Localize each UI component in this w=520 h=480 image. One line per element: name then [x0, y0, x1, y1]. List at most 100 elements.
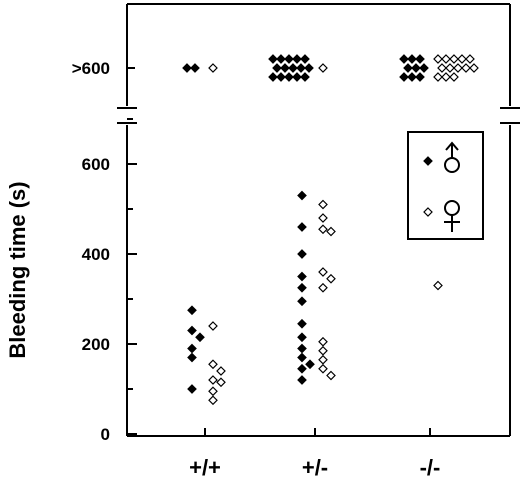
legend	[407, 131, 484, 240]
male-over-600-point-mm	[403, 63, 413, 73]
male-point-pp	[187, 384, 197, 394]
female-point-pp	[208, 375, 218, 385]
female-point-pm	[318, 345, 328, 356]
female-point-pm	[318, 267, 328, 277]
male-over-600-point-mm	[415, 54, 425, 64]
male-over-600-point-mm	[411, 63, 421, 73]
male-over-600-point-mm	[399, 72, 409, 82]
female-over-600-point-mm	[445, 63, 455, 73]
male-point-pm	[297, 332, 307, 343]
over-600-label: >600	[72, 59, 110, 78]
female-point-mm	[433, 280, 443, 291]
female-point-pm	[318, 336, 328, 347]
female-point-pm	[318, 213, 328, 223]
y-tick-label: 400	[82, 245, 110, 264]
female-over-600-point-mm	[441, 72, 451, 82]
data-points	[187, 190, 443, 406]
male-over-600-point-pp	[182, 63, 192, 73]
male-point-pm	[297, 271, 307, 282]
x-tick-label-pm: +/-	[302, 455, 328, 480]
legend-female-marker	[423, 207, 433, 217]
male-point-pp	[187, 325, 197, 336]
female-point-pp	[216, 366, 226, 376]
male-point-pm	[297, 190, 307, 201]
male-point-pp	[195, 332, 205, 343]
female-point-pp	[208, 321, 218, 331]
male-point-pm	[297, 343, 307, 354]
female-point-pp	[208, 359, 218, 370]
male-over-600-point-pm	[272, 63, 282, 73]
male-point-pm	[305, 359, 315, 370]
male-over-600-point-pm	[296, 63, 306, 73]
y-tick-label: 600	[82, 155, 110, 174]
female-over-600-point-pm	[318, 63, 328, 73]
female-point-pp	[208, 395, 218, 406]
female-point-pm	[318, 354, 328, 365]
male-over-600-point-pm	[304, 63, 314, 73]
over-600-points	[182, 54, 479, 82]
male-point-pm	[297, 375, 307, 385]
male-point-pm	[297, 363, 307, 374]
female-over-600-point-mm	[433, 54, 443, 64]
male-over-600-point-pm	[292, 54, 302, 64]
y-ticks: 0 200 400 600	[82, 118, 137, 444]
male-point-pm	[297, 352, 307, 363]
male-over-600-point-pm	[284, 72, 294, 82]
axes: >600 Bleeding time (s)	[5, 3, 520, 437]
female-over-600-point-mm	[433, 72, 443, 82]
x-ticks: +/+ +/- -/-	[189, 428, 440, 480]
y-axis-label: Bleeding time (s)	[5, 181, 30, 358]
female-symbol-icon	[444, 200, 460, 232]
male-over-600-point-pm	[276, 54, 286, 64]
female-over-600-point-mm	[437, 63, 447, 73]
male-point-pp	[187, 343, 197, 354]
male-point-pm	[297, 282, 307, 293]
male-point-pm	[297, 249, 307, 259]
female-point-pm	[318, 282, 328, 293]
male-over-600-point-pm	[292, 72, 302, 82]
female-point-pm	[326, 273, 336, 284]
female-point-pp	[208, 386, 218, 397]
female-over-600-point-mm	[469, 63, 479, 73]
male-over-600-point-mm	[419, 63, 429, 73]
y-tick-label: 200	[82, 335, 110, 354]
female-point-pp	[216, 377, 226, 388]
axis-break-left	[117, 107, 137, 124]
male-point-pm	[297, 318, 307, 329]
male-over-600-point-mm	[399, 54, 409, 64]
male-over-600-point-pm	[280, 63, 290, 73]
x-tick-label-pp: +/+	[189, 455, 221, 480]
axis-break-right	[500, 107, 520, 124]
male-over-600-point-pm	[276, 72, 286, 82]
female-over-600-point-pp	[208, 63, 218, 73]
male-over-600-point-mm	[415, 72, 425, 82]
male-point-pm	[297, 222, 307, 232]
male-over-600-point-mm	[407, 54, 417, 64]
female-point-pm	[318, 224, 328, 235]
female-over-600-point-mm	[453, 63, 463, 73]
female-over-600-point-mm	[449, 72, 459, 82]
male-over-600-point-pm	[268, 54, 278, 64]
female-point-pm	[326, 226, 336, 237]
male-over-600-point-pm	[288, 63, 298, 73]
male-over-600-point-pp	[190, 63, 200, 73]
female-point-pm	[318, 363, 328, 374]
female-over-600-point-mm	[449, 54, 459, 64]
female-point-pm	[326, 370, 336, 381]
male-over-600-point-pm	[284, 54, 294, 64]
male-over-600-point-pm	[300, 54, 310, 64]
female-over-600-point-mm	[441, 54, 451, 64]
male-point-pm	[297, 296, 307, 307]
female-over-600-point-mm	[465, 54, 475, 64]
male-symbol-icon	[444, 141, 460, 173]
x-tick-label-mm: -/-	[420, 455, 441, 480]
male-over-600-point-pm	[268, 72, 278, 82]
male-over-600-point-pm	[300, 72, 310, 82]
male-point-pp	[187, 352, 197, 363]
y-tick-label: 0	[101, 425, 110, 444]
female-over-600-point-mm	[457, 54, 467, 64]
male-point-pp	[187, 305, 197, 316]
legend-male-marker	[423, 156, 433, 166]
female-over-600-point-mm	[461, 63, 471, 73]
